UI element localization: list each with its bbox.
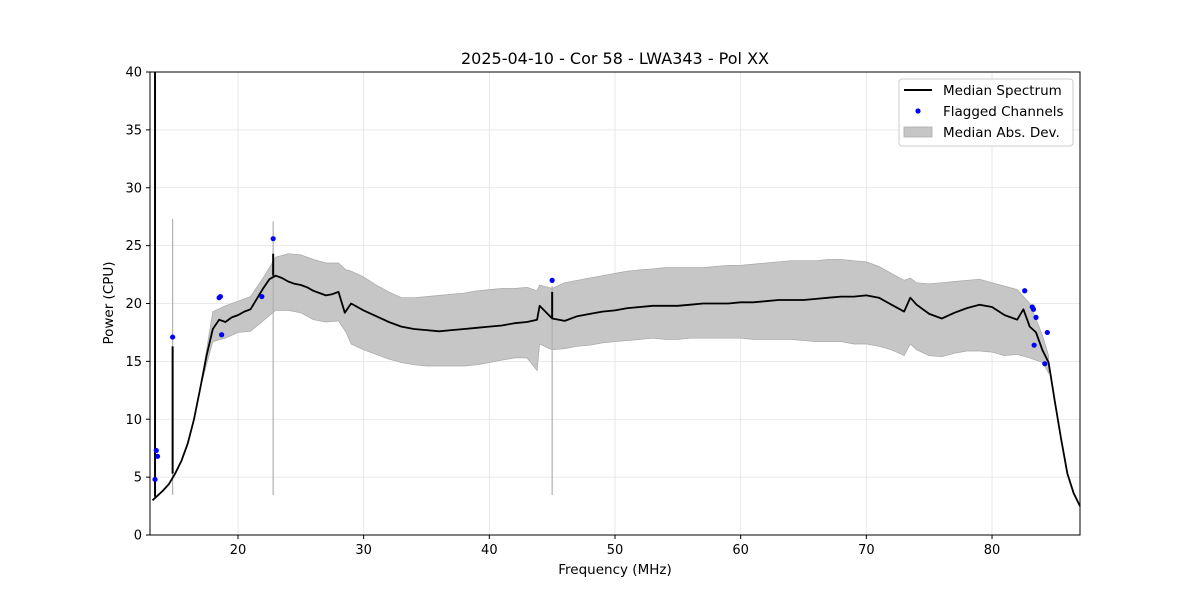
legend-label-flagged-channels: Flagged Channels	[943, 104, 1064, 120]
flagged-channel-point	[1033, 314, 1039, 320]
y-tick-label: 10	[125, 413, 142, 428]
y-tick-label: 5	[134, 471, 142, 486]
y-tick-label: 25	[125, 239, 142, 254]
x-axis-ticks: 20 30 40 50 60 70 80	[230, 535, 1001, 558]
y-tick-label: 30	[125, 181, 142, 196]
median-line-layer	[151, 72, 1081, 507]
x-axis-label: Frequency (MHz)	[558, 562, 671, 578]
flagged-channel-point	[152, 476, 158, 483]
flagged-channel-point	[1022, 288, 1028, 294]
legend-point-swatch	[915, 108, 921, 114]
y-axis-label: Power (CPU)	[101, 261, 117, 344]
flagged-points-layer	[152, 236, 1050, 483]
x-tick-label: 20	[230, 543, 247, 558]
legend: Median Spectrum Flagged Channels Median …	[898, 78, 1074, 147]
y-tick-label: 0	[134, 529, 142, 544]
legend-label-median-spectrum: Median Spectrum	[943, 83, 1062, 99]
x-tick-label: 50	[607, 543, 624, 558]
flagged-channel-point	[549, 277, 555, 283]
flagged-channel-point	[219, 332, 225, 338]
x-tick-label: 60	[732, 543, 749, 558]
flagged-channel-point	[217, 293, 223, 300]
x-tick-label: 70	[858, 543, 875, 558]
flagged-channel-point	[1030, 306, 1037, 312]
flagged-channel-point	[1044, 329, 1050, 336]
y-tick-label: 20	[125, 297, 142, 312]
chart-title: 2025-04-10 - Cor 58 - LWA343 - Pol XX	[461, 49, 769, 68]
flagged-channel-point	[153, 447, 159, 454]
y-axis-ticks: 0 5 10 15 20 25 30 35 40	[125, 66, 150, 544]
legend-band-swatch	[903, 126, 933, 138]
y-tick-label: 40	[125, 66, 142, 81]
legend-box	[898, 78, 1074, 147]
flagged-channel-point	[154, 453, 161, 459]
median-spectrum-line	[151, 274, 1081, 507]
flagged-channel-point	[170, 334, 176, 340]
x-tick-label: 40	[481, 543, 498, 558]
x-tick-label: 30	[355, 543, 372, 558]
flagged-channel-point	[1031, 342, 1037, 348]
y-tick-label: 35	[125, 123, 142, 138]
flagged-channel-point	[1042, 361, 1048, 367]
x-tick-label: 80	[984, 543, 1001, 558]
legend-label-median-abs-dev: Median Abs. Dev.	[943, 125, 1060, 141]
y-tick-label: 15	[125, 355, 142, 370]
flagged-channel-point	[259, 293, 265, 300]
flagged-channel-point	[270, 236, 276, 242]
